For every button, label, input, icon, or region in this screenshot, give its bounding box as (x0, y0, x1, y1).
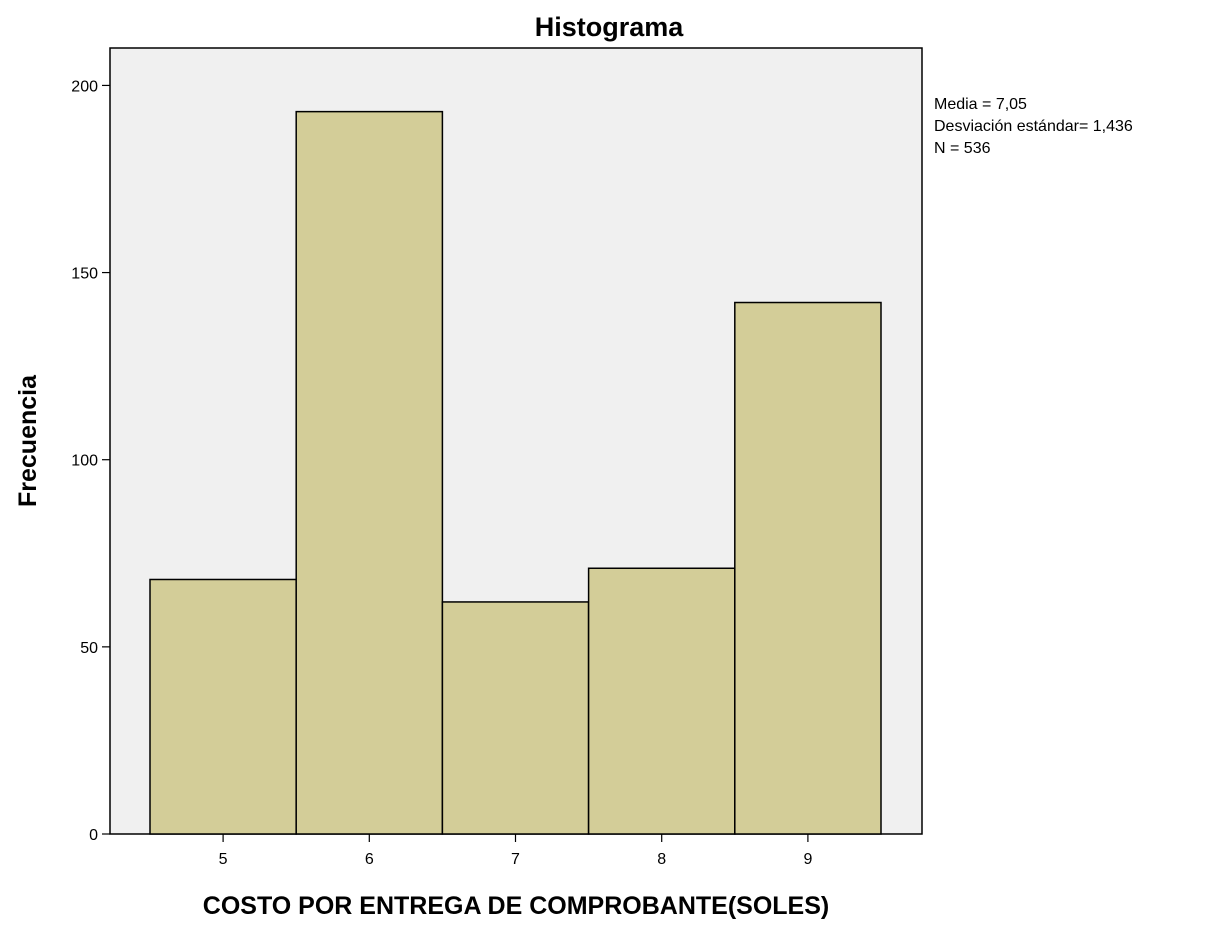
y-tick-label: 50 (80, 640, 98, 657)
x-tick-label: 9 (803, 851, 812, 868)
y-axis-title: Frecuencia (14, 374, 42, 507)
x-tick-label: 5 (219, 851, 228, 868)
chart-title: Histograma (535, 12, 685, 42)
y-tick-label: 100 (71, 453, 98, 470)
y-tick-label: 200 (71, 78, 98, 95)
histogram-bars (149, 110, 882, 835)
y-tick-label: 150 (71, 266, 98, 283)
x-axis-ticks: 5 6 7 8 9 (219, 834, 812, 868)
stat-std-dev: Desviación estándar= 1,436 (934, 118, 1133, 135)
histogram-bar-6 (295, 110, 444, 835)
x-tick-label: 6 (365, 851, 374, 868)
histogram-bar-7 (441, 601, 590, 835)
x-tick-label: 8 (657, 851, 666, 868)
x-tick-label: 7 (511, 851, 520, 868)
statistics-box: Media = 7,05 Desviación estándar= 1,436 … (934, 96, 1133, 157)
stat-mean: Media = 7,05 (934, 96, 1027, 113)
histogram-bar-8 (587, 567, 736, 835)
y-axis-ticks: 0 50 100 150 200 (71, 78, 110, 844)
histogram-bar-5 (149, 578, 297, 835)
histogram-bar-9 (734, 301, 882, 835)
x-axis-title: COSTO POR ENTREGA DE COMPROBANTE(SOLES) (203, 892, 829, 920)
stat-n: N = 536 (934, 140, 991, 157)
y-tick-label: 0 (89, 827, 98, 844)
